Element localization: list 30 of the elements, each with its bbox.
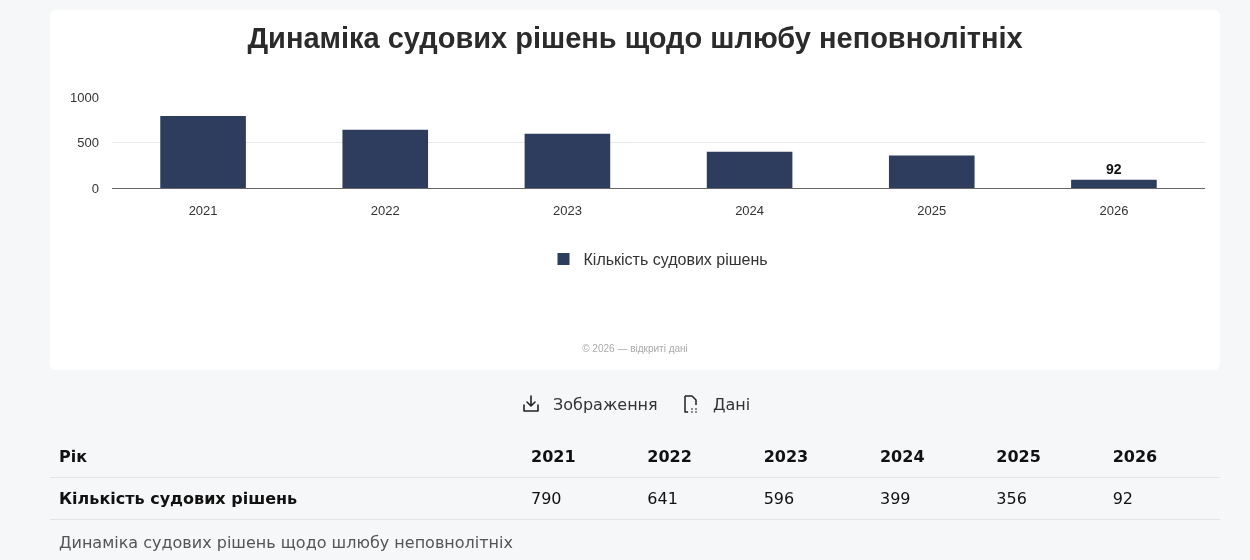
text: 356 xyxy=(996,489,1027,508)
category-label: 2026 xyxy=(1112,447,1158,466)
x-tick-label: 2024 xyxy=(735,202,765,218)
chart-title: Динаміка судових рішень щодо шлюбу неповнолітніх xyxy=(247,22,1023,55)
x-tick-label: 2022 xyxy=(370,202,400,218)
x-tick-label: 2023 xyxy=(552,202,582,218)
y-tick-label: 1000 xyxy=(70,89,99,105)
text: Зображення xyxy=(553,395,658,414)
category-label: 2025 xyxy=(996,447,1041,466)
data-label: 92 xyxy=(1106,160,1122,177)
text: Дані xyxy=(713,395,751,414)
category-label: 2024 xyxy=(879,447,925,466)
text: 641 xyxy=(647,489,678,508)
text: 399 xyxy=(879,489,911,508)
x-tick-label: 2025 xyxy=(917,202,947,218)
legend-label: Кількість судових рішень xyxy=(583,251,768,269)
text: Динаміка судових рішень щодо шлюбу неповнолітніх xyxy=(59,533,513,552)
text: 596 xyxy=(763,489,795,508)
category-label: 2023 xyxy=(763,447,809,466)
x-tick-label: 2026 xyxy=(1099,202,1129,218)
x-tick-label: 2021 xyxy=(188,202,218,218)
text: 92 xyxy=(1112,489,1133,508)
text: Кількість судових рішень xyxy=(59,489,298,508)
text: 790 xyxy=(531,489,562,508)
y-tick-label: 0 xyxy=(91,180,99,196)
category-label: 2021 xyxy=(531,447,576,466)
text: © 2026 — відкриті дані xyxy=(582,343,688,354)
category-label: 2022 xyxy=(647,447,692,466)
y-tick-label: 500 xyxy=(77,135,99,151)
text: Рік xyxy=(59,447,88,466)
